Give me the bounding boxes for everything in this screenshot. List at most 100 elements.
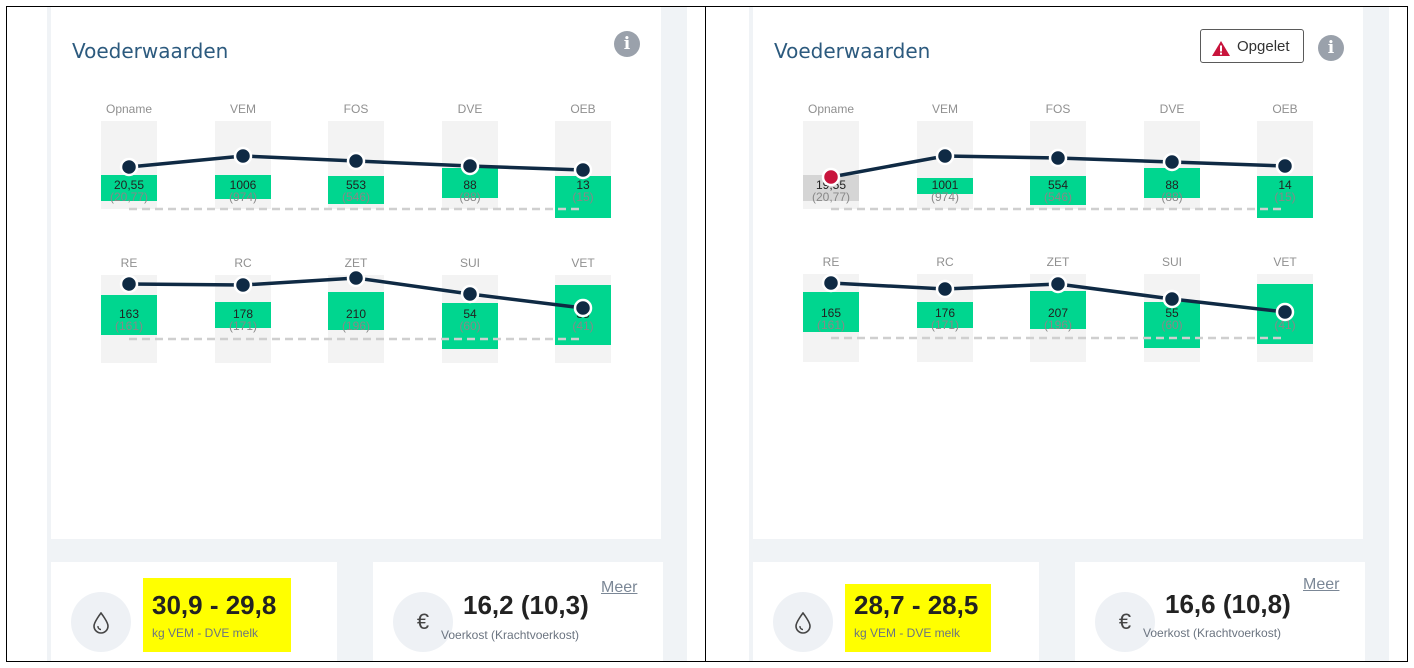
indicator-line-chart <box>119 146 593 211</box>
panel-divider <box>705 6 706 662</box>
indicator-reference: (20,77) <box>811 190 851 204</box>
indicator-point <box>233 275 253 295</box>
indicator-value: 88 <box>463 178 477 192</box>
droplet-icon <box>773 592 833 652</box>
indicator-value: 20,55 <box>113 178 145 192</box>
warning-triangle-icon <box>1212 41 1230 56</box>
indicator-reference: (546) <box>1043 190 1072 204</box>
indicator-label: DVE <box>1159 102 1185 116</box>
indicator-value: 176 <box>934 306 956 320</box>
indicator-value: 13 <box>576 178 590 192</box>
indicator-label: RC <box>234 256 252 270</box>
info-icon[interactable]: i <box>1318 35 1344 61</box>
indicator-label: FOS <box>343 102 369 116</box>
indicator-reference: (88) <box>459 190 481 204</box>
indicator-label: VEM <box>229 102 256 116</box>
indicator-label: OEB <box>1272 102 1298 116</box>
indicator-point <box>573 160 593 180</box>
indicator-reference: (171) <box>930 318 959 332</box>
milk-highlight <box>845 584 991 652</box>
indicator-label: ZET <box>1046 255 1070 269</box>
meer-link[interactable]: Meer <box>1303 576 1340 593</box>
indicator-point <box>119 274 139 294</box>
indicator-label: SUI <box>459 256 480 270</box>
indicator-reference: (15) <box>572 190 594 204</box>
indicator-point <box>119 157 139 177</box>
opgelet-button[interactable]: Opgelet <box>1200 29 1304 63</box>
indicator-reference: (161) <box>816 318 845 332</box>
indicator-point <box>346 151 366 171</box>
indicator-point <box>346 268 366 288</box>
indicator-bar <box>1144 168 1200 198</box>
indicator-label: VET <box>571 256 595 270</box>
indicator-point <box>1162 152 1182 172</box>
indicator-line-chart <box>119 268 593 341</box>
indicator-label: VET <box>1273 255 1297 269</box>
indicator-label: RE <box>120 256 138 270</box>
indicator-value: 163 <box>118 307 140 321</box>
indicator-reference: (196) <box>341 319 370 333</box>
indicator-value: 554 <box>1047 178 1069 192</box>
indicator-point <box>460 284 480 304</box>
chart-row-1: Opname 20,55 (20,77) VEM 1006 (974) FOS 553 (546… <box>51 95 661 235</box>
screenshot-frame <box>6 6 1408 662</box>
indicator-value: 207 <box>1047 306 1069 320</box>
indicator-bar <box>328 292 384 330</box>
indicator-label: SUI <box>1161 255 1182 269</box>
indicator-label: ZET <box>344 256 368 270</box>
chart-row-2: RE 165 (161) RC 176 (171) ZET 207 (196) SUI 55 (60)… <box>753 248 1363 388</box>
voederwaarden-card: Voederwaarden i Opname 20,55 (20,77) VEM 100… <box>51 7 661 539</box>
indicator-reference: (161) <box>114 319 143 333</box>
left-panel: Voederwaarden i Opname 20,55 (20,77) VEM 100… <box>47 7 687 661</box>
indicator-bar <box>803 292 859 332</box>
indicator-label: RC <box>936 255 954 269</box>
milk-label: kg VEM - DVE melk <box>152 626 259 640</box>
indicator-value: 14 <box>1278 178 1292 192</box>
indicator-bar <box>215 302 271 328</box>
cost-value: 16,2 (10,3) <box>463 590 589 620</box>
euro-icon: € <box>393 592 453 652</box>
indicator-point <box>935 146 955 166</box>
indicator-bar <box>328 176 384 204</box>
indicator-bar <box>917 302 973 328</box>
cost-label: Voerkost (Krachtvoerkost) <box>1143 626 1282 640</box>
indicator-reference: (196) <box>1043 318 1072 332</box>
opgelet-label: Opgelet <box>1237 38 1290 55</box>
milk-stat-card: 30,9 - 29,8 kg VEM - DVE melk <box>51 562 337 661</box>
card-title: Voederwaarden <box>774 39 931 63</box>
indicator-reference: (60) <box>1161 318 1183 332</box>
indicator-point <box>1048 148 1068 168</box>
euro-icon: € <box>1095 592 1155 652</box>
indicator-bar <box>1257 176 1313 218</box>
indicator-point <box>821 273 841 293</box>
indicator-value: 210 <box>345 307 367 321</box>
indicator-reference: (171) <box>228 319 257 333</box>
indicator-value: 1006 <box>229 178 257 192</box>
indicator-bar <box>555 176 611 218</box>
indicator-point <box>460 156 480 176</box>
indicator-reference: (60) <box>459 319 481 333</box>
indicator-bar <box>1030 176 1086 205</box>
indicator-bar <box>215 175 271 199</box>
indicator-point <box>1275 156 1295 176</box>
indicator-reference: (88) <box>1161 190 1183 204</box>
voederwaarden-card: Voederwaarden Opgelet i Opname19,55(20,7… <box>753 7 1363 539</box>
indicator-label: DVE <box>457 102 483 116</box>
info-icon[interactable]: i <box>614 31 640 57</box>
indicator-reference: (20,77) <box>109 190 149 204</box>
indicator-bar <box>442 303 498 349</box>
indicator-value: 165 <box>820 306 842 320</box>
indicator-value: 88 <box>1165 178 1179 192</box>
indicator-label: Opname <box>105 102 153 116</box>
meer-link[interactable]: Meer <box>601 579 638 596</box>
milk-value: 30,9 - 29,8 <box>152 590 277 620</box>
chart-row-2: RE 163 (161) RC 178 (171) ZET 210 (196) SUI 54 (60)… <box>51 249 661 389</box>
indicator-point <box>1275 302 1295 322</box>
indicator-point <box>821 167 841 187</box>
indicator-point <box>1048 274 1068 294</box>
indicator-bar <box>1030 291 1086 329</box>
indicator-label: RE <box>822 255 840 269</box>
right-panel: Voederwaarden Opgelet i Opname19,55(20,7… <box>749 7 1389 661</box>
indicator-point <box>935 279 955 299</box>
indicator-reference: (546) <box>341 190 370 204</box>
